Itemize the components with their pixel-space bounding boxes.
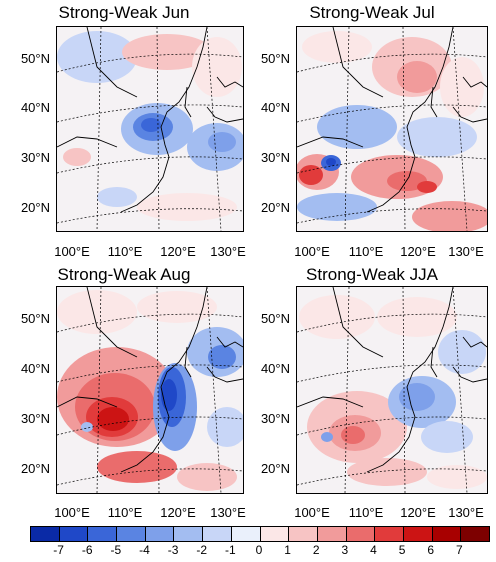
colorbar-tick-label: 3 [341,543,349,557]
panel-jul: Strong-Weak Jul [248,0,496,262]
lat-label: 20°N [260,200,290,215]
colorbar-tick-label: -7 [53,543,64,557]
anomaly-map [297,287,487,493]
panel-title: Strong-Weak Jul [309,3,435,22]
colorbar-swatch [174,527,204,541]
lon-label: 110°E [348,244,384,259]
colorbar-tick-label: 4 [370,543,377,557]
colorbar [30,526,490,542]
colorbar-swatch [289,527,318,541]
lon-label: 110°E [107,244,143,259]
colorbar-swatch [317,527,347,541]
colorbar-tick-label: -1 [225,543,236,557]
lon-label: 120°E [160,505,196,520]
colorbar-tick-label: 7 [456,543,463,557]
lat-label: 50°N [260,311,290,326]
colorbar-swatch [375,527,404,541]
lat-label: 50°N [20,51,50,66]
lat-label: 30°N [260,411,290,426]
lat-label: 50°N [260,51,290,66]
colorbar-tick-label: -6 [81,543,93,557]
panel-jja: Strong-Weak JJA [248,262,496,524]
anomaly-map [57,27,243,231]
colorbar-tick-label: 1 [284,543,291,557]
lat-label: 40°N [20,100,50,115]
lon-label: 130°E [448,244,484,259]
colorbar-tick-label: -3 [167,543,179,557]
lon-label: 100°E [54,244,90,259]
colorbar-tick-label: 0 [255,543,263,557]
lat-label: 40°N [20,361,50,376]
colorbar-swatch [203,527,232,541]
colorbar-tick-label: -5 [110,543,122,557]
colorbar-swatch [432,527,462,541]
lon-label: 130°E [210,244,246,259]
map-jul [296,26,488,232]
colorbar-swatch [117,527,146,541]
lon-label: 130°E [210,505,246,520]
map-jun [56,26,244,232]
lat-label: 50°N [20,311,50,326]
lon-label: 120°E [160,244,196,259]
lon-label: 120°E [400,505,436,520]
lat-label: 40°N [260,361,290,376]
lat-label: 20°N [20,461,50,476]
anomaly-map [297,27,487,231]
lon-label: 120°E [400,244,436,259]
colorbar-tick-label: -4 [139,543,150,557]
lat-label: 20°N [20,200,50,215]
colorbar-swatch [461,527,489,541]
lat-label: 40°N [260,100,290,115]
panel-title: Strong-Weak Aug [57,265,191,284]
lon-label: 110°E [348,505,384,520]
panel-title: Strong-Weak JJA [306,265,438,284]
colorbar-swatch [59,527,89,541]
anomaly-map [57,287,243,493]
colorbar-swatch [31,527,60,541]
colorbar-swatch [403,527,433,541]
lon-label: 100°E [294,244,330,259]
lon-label: 100°E [294,505,330,520]
colorbar-swatch [145,527,175,541]
lon-label: 130°E [448,505,484,520]
lat-label: 20°N [260,461,290,476]
colorbar-swatch [260,527,290,541]
lat-label: 30°N [20,150,50,165]
lon-label: 100°E [54,505,90,520]
panel-jun: Strong-Weak Jun [0,0,248,262]
colorbar-tick-label: 2 [312,543,320,557]
map-aug [56,286,244,494]
colorbar-tick-label: 5 [398,543,406,557]
colorbar-swatch [346,527,376,541]
colorbar-swatch [231,527,261,541]
lat-label: 30°N [260,150,290,165]
colorbar-tick-label: 6 [427,543,435,557]
lon-label: 110°E [107,505,143,520]
panel-aug: Strong-Weak Aug [0,262,248,524]
lat-label: 30°N [20,411,50,426]
panel-title: Strong-Weak Jun [58,3,190,22]
colorbar-tick-label: -2 [196,543,208,557]
map-jja [296,286,488,494]
colorbar-swatch [88,527,118,541]
